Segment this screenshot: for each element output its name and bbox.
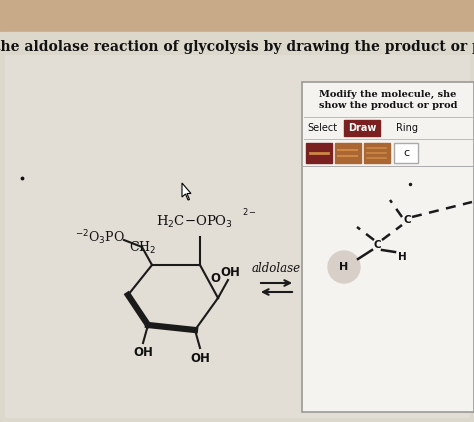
Text: Complete the aldolase reaction of glycolysis by drawing the product or products.: Complete the aldolase reaction of glycol… (0, 40, 474, 54)
FancyBboxPatch shape (394, 143, 418, 163)
Text: CH$_2$: CH$_2$ (129, 240, 156, 256)
Text: C: C (403, 215, 411, 225)
Text: C: C (373, 240, 381, 250)
Bar (344, 120, 380, 136)
Text: Select: Select (307, 123, 337, 133)
Bar (364, 143, 390, 163)
Text: aldolase: aldolase (251, 262, 301, 274)
Bar (335, 143, 361, 163)
Text: OH: OH (220, 265, 240, 279)
Bar (5, 55, 469, 417)
Text: Draw: Draw (348, 123, 376, 133)
Bar (0, 0, 474, 32)
Text: $^{2-}$: $^{2-}$ (243, 208, 257, 222)
Text: Modify the molecule, she: Modify the molecule, she (319, 89, 456, 98)
Text: H: H (398, 252, 406, 262)
Bar (302, 82, 474, 412)
Bar (306, 143, 332, 163)
Text: O: O (210, 271, 220, 284)
Circle shape (328, 251, 360, 283)
Text: H$_2$C$-$OPO$_3$: H$_2$C$-$OPO$_3$ (156, 214, 234, 230)
Text: $^{-2}$O$_3$PO: $^{-2}$O$_3$PO (75, 229, 125, 247)
Text: OH: OH (133, 346, 153, 360)
Polygon shape (182, 183, 191, 200)
Text: Ring: Ring (396, 123, 418, 133)
Text: show the product or prod: show the product or prod (319, 102, 457, 111)
Text: OH: OH (190, 352, 210, 365)
Text: H: H (339, 262, 348, 272)
Text: c: c (403, 148, 409, 158)
